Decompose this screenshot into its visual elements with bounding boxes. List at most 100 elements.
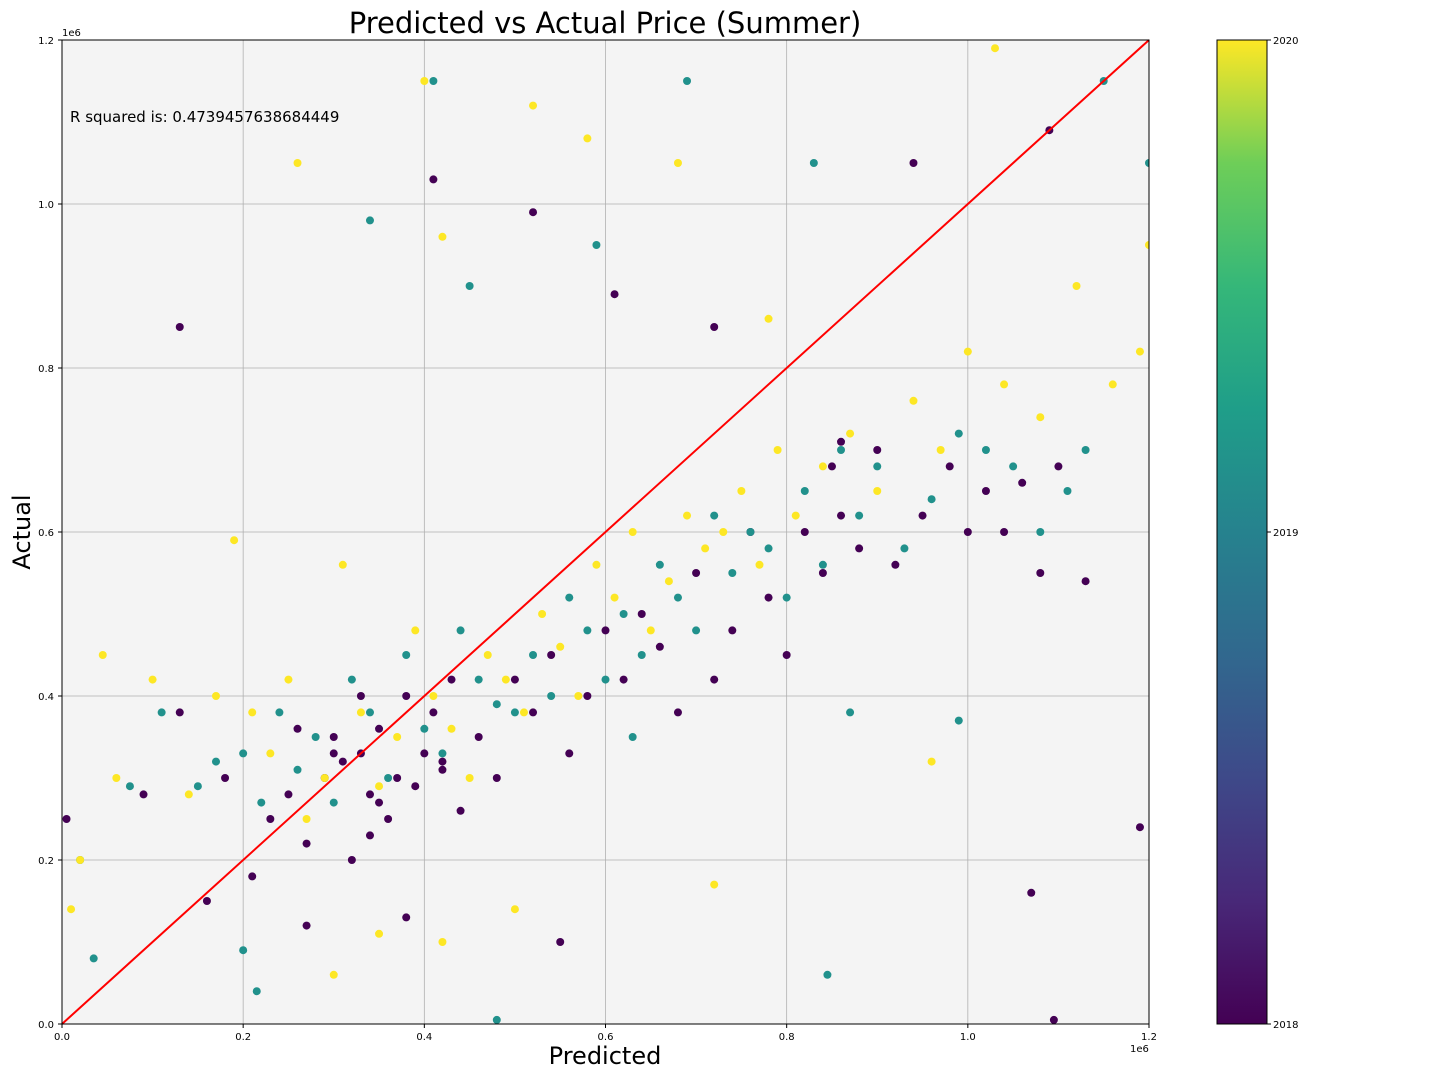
scatter-point: [465, 774, 474, 782]
reference-line: [61, 39, 1150, 1025]
scatter-point: [112, 774, 121, 782]
scatter-point: [683, 77, 692, 85]
colorbar: [1216, 39, 1268, 1025]
scatter-point: [248, 708, 257, 717]
scatter-point: [583, 134, 592, 143]
scatter-point: [1135, 347, 1144, 356]
scatter-point: [746, 528, 755, 536]
y-tick-label: 0.2: [38, 856, 54, 867]
x-axis-label: Predicted: [549, 1042, 662, 1070]
scatter-point: [62, 815, 71, 823]
scatter-point: [365, 708, 374, 717]
scatter-point: [1036, 528, 1045, 536]
scatter-point: [1000, 528, 1009, 536]
scatter-point: [592, 241, 601, 249]
scatter-point: [420, 749, 429, 758]
scatter-point: [338, 560, 347, 569]
scatter-point: [818, 462, 827, 471]
y-tick-label: 1.0: [38, 200, 54, 211]
scatter-point: [284, 675, 293, 684]
scatter-point: [900, 544, 909, 553]
scatter-point: [157, 708, 166, 717]
chart-title: Predicted vs Actual Price (Summer): [349, 6, 862, 40]
scatter-point: [963, 528, 972, 536]
scatter-point: [375, 724, 384, 733]
scatter-point: [193, 782, 202, 791]
scatter-point: [846, 429, 855, 438]
scatter-point: [529, 708, 538, 717]
scatter-point: [628, 528, 637, 536]
y-tick-label: 0.0: [38, 1020, 54, 1031]
scatter-point: [1018, 478, 1027, 487]
scatter-point: [601, 675, 610, 684]
scatter-point: [1135, 823, 1144, 832]
scatter-point: [619, 675, 628, 684]
y-axis-label: Actual: [8, 494, 36, 569]
scatter-point: [827, 462, 836, 471]
scatter-point: [909, 159, 918, 167]
scatter-point: [583, 626, 592, 635]
axis-ticks: 0.0 0.2 0.4 0.6 0.8 1.0 1.2 0.0 0.2 0.4 0.6 0.8 1.0 1…: [38, 36, 1157, 1043]
scatter-point: [184, 790, 193, 799]
scatter-point: [474, 733, 483, 741]
scatter-point: [329, 749, 338, 758]
scatter-point: [556, 642, 565, 651]
scatter-point: [818, 569, 827, 577]
scatter-point: [211, 692, 220, 700]
scatter-point: [818, 560, 827, 569]
scatter-point: [1027, 888, 1036, 897]
scatter-point: [873, 462, 882, 471]
scatter-point: [1108, 380, 1117, 389]
scatter-point: [492, 700, 501, 709]
scatter-point: [809, 159, 818, 167]
scatter-point: [936, 446, 945, 454]
scatter-point: [764, 314, 773, 323]
scatter-point: [610, 290, 619, 299]
scatter-point: [293, 724, 302, 733]
plot-frame: [61, 39, 1150, 1025]
scatter-point: [538, 610, 547, 618]
scatter-point: [510, 675, 519, 684]
scatter-point: [248, 872, 257, 881]
scatter-point: [438, 938, 447, 946]
scatter-point: [683, 511, 692, 520]
scatter-point: [855, 511, 864, 520]
scatter-point: [610, 593, 619, 602]
scatter-point: [963, 347, 972, 356]
scatter-point: [465, 282, 474, 290]
scatter-point: [338, 757, 347, 766]
scatter-point: [782, 651, 791, 659]
colorbar-tick-label: 2019: [1273, 528, 1298, 539]
scatter-point: [393, 774, 402, 782]
scatter-point: [547, 651, 556, 659]
scatter-point: [673, 708, 682, 717]
scatter-point: [637, 610, 646, 618]
scatter-point: [89, 954, 98, 963]
scatter-point: [755, 560, 764, 569]
scatter-point: [175, 323, 184, 331]
scatter-point: [719, 528, 728, 536]
scatter-point: [402, 651, 411, 659]
scatter-point: [429, 692, 438, 700]
scatter-point: [375, 929, 384, 938]
scatter-points: [62, 44, 1149, 1024]
series-2020: [67, 44, 1149, 979]
scatter-point: [710, 880, 719, 889]
scatter-point: [1081, 577, 1090, 586]
y-offset-label: 1e6: [62, 28, 81, 39]
r-squared-annotation: R squared is: 0.4739457638684449: [70, 108, 339, 126]
scatter-point: [710, 323, 719, 331]
scatter-point: [320, 774, 329, 782]
x-tick-label: 0.2: [235, 1032, 251, 1043]
scatter-point: [456, 806, 465, 815]
scatter-point: [447, 675, 456, 684]
scatter-point: [275, 708, 284, 717]
scatter-point: [266, 749, 275, 758]
scatter-point: [1072, 282, 1081, 290]
scatter-point: [846, 708, 855, 717]
x-tick-label: 0.0: [54, 1032, 70, 1043]
colorbar-ticks: 2018 2019 2020: [1267, 36, 1298, 1031]
scatter-point: [628, 733, 637, 741]
scatter-point: [393, 733, 402, 741]
